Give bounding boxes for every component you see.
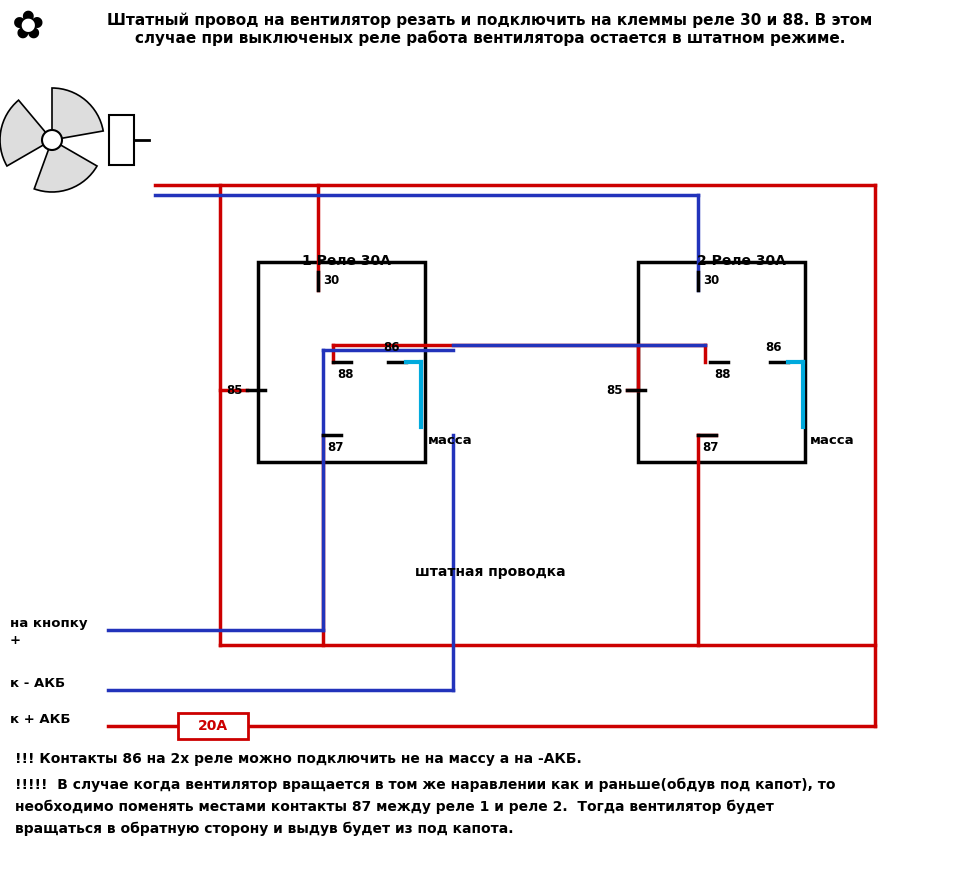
Ellipse shape [42, 130, 62, 150]
Text: 30: 30 [323, 275, 339, 288]
Text: 86: 86 [765, 341, 781, 354]
Text: масса: масса [810, 434, 854, 447]
Text: 2 Реле 30А: 2 Реле 30А [697, 254, 785, 268]
Text: 88: 88 [714, 368, 731, 381]
Text: 1 Реле 30А: 1 Реле 30А [301, 254, 391, 268]
Text: Штатный провод на вентилятор резать и подключить на клеммы реле 30 и 88. В этом: Штатный провод на вентилятор резать и по… [108, 12, 873, 28]
Text: 86: 86 [383, 341, 399, 354]
Text: случае при выключеных реле работа вентилятора остается в штатном режиме.: случае при выключеных реле работа вентил… [134, 30, 845, 46]
Bar [109, 115, 134, 165]
Text: 85: 85 [607, 383, 623, 396]
Text: к - АКБ: к - АКБ [10, 677, 65, 690]
Text: 88: 88 [337, 368, 353, 381]
Text: !!!!!  В случае когда вентилятор вращается в том же наравлении как и раньше(обду: !!!!! В случае когда вентилятор вращаетс… [15, 778, 835, 793]
Text: !!! Контакты 86 на 2х реле можно подключить не на массу а на -АКБ.: !!! Контакты 86 на 2х реле можно подключ… [15, 752, 582, 766]
Text: 87: 87 [702, 441, 718, 454]
Wedge shape [0, 100, 52, 166]
Text: штатная проводка: штатная проводка [415, 565, 565, 579]
Wedge shape [35, 140, 97, 192]
Text: 20А: 20А [198, 719, 228, 733]
Text: на кнопку
+: на кнопку + [10, 617, 87, 647]
Text: 87: 87 [327, 441, 344, 454]
Text: 30: 30 [703, 275, 719, 288]
Text: 85: 85 [227, 383, 243, 396]
Text: ✿: ✿ [12, 8, 44, 46]
Wedge shape [52, 88, 104, 140]
Bar [178, 713, 248, 739]
Text: необходимо поменять местами контакты 87 между реле 1 и реле 2.  Тогда вентилятор: необходимо поменять местами контакты 87 … [15, 800, 774, 814]
Text: масса: масса [428, 434, 472, 447]
Text: вращаться в обратную сторону и выдув будет из под капота.: вращаться в обратную сторону и выдув буд… [15, 822, 514, 836]
Text: к + АКБ: к + АКБ [10, 713, 70, 726]
Bar [258, 262, 425, 462]
Bar [638, 262, 805, 462]
